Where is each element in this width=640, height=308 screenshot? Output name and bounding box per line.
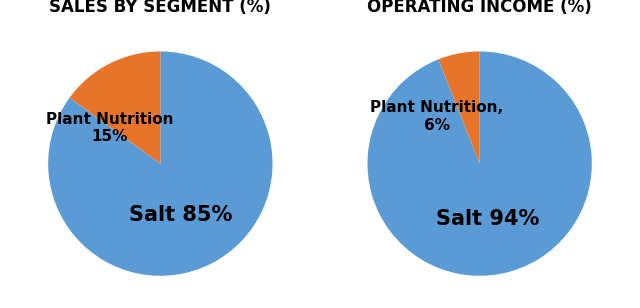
Wedge shape [438,51,479,164]
Text: Salt 85%: Salt 85% [129,205,232,225]
Wedge shape [367,51,592,276]
Title: OPERATING INCOME (%): OPERATING INCOME (%) [367,0,592,16]
Wedge shape [48,51,273,276]
Wedge shape [70,51,161,164]
Text: Salt 94%: Salt 94% [436,209,540,229]
Text: Plant Nutrition
15%: Plant Nutrition 15% [46,111,173,144]
Text: Plant Nutrition,
6%: Plant Nutrition, 6% [371,100,504,133]
Title: SALES BY SEGMENT (%): SALES BY SEGMENT (%) [49,0,271,16]
